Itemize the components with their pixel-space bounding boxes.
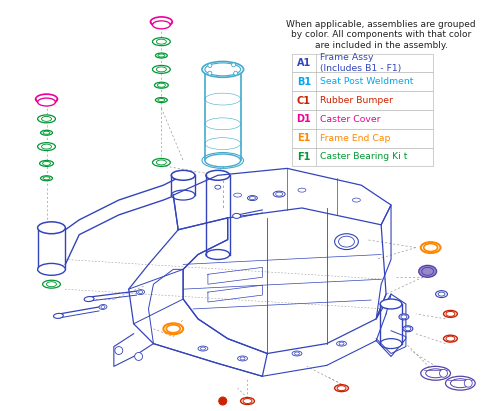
Text: When applicable, assemblies are grouped
by color. All components with that color: When applicable, assemblies are grouped … [286,20,476,50]
Ellipse shape [152,159,170,166]
Ellipse shape [38,143,56,150]
Text: Seat Post Weldment: Seat Post Weldment [320,77,413,86]
Ellipse shape [292,351,302,356]
Ellipse shape [420,242,440,253]
Ellipse shape [420,366,450,380]
Ellipse shape [380,339,402,349]
Ellipse shape [40,130,52,135]
Ellipse shape [334,385,348,392]
Ellipse shape [334,234,358,249]
Ellipse shape [336,341,346,346]
Ellipse shape [156,53,168,58]
Ellipse shape [403,326,413,332]
Ellipse shape [444,310,458,317]
Ellipse shape [248,196,258,201]
Ellipse shape [172,170,195,180]
Ellipse shape [150,17,172,27]
Text: Frame Assy
(Includes B1 - F1): Frame Assy (Includes B1 - F1) [320,53,401,73]
Text: B1: B1 [297,77,311,87]
Ellipse shape [273,191,285,197]
Ellipse shape [172,190,195,200]
Ellipse shape [380,299,402,309]
Ellipse shape [232,213,240,218]
Text: F1: F1 [297,152,310,162]
Ellipse shape [38,222,66,234]
Ellipse shape [152,21,170,29]
Text: A1: A1 [297,58,311,68]
Ellipse shape [40,176,52,181]
Ellipse shape [38,115,56,123]
Ellipse shape [205,154,240,167]
Ellipse shape [38,263,66,275]
Ellipse shape [446,376,475,390]
Ellipse shape [152,65,170,73]
Circle shape [234,71,237,75]
Ellipse shape [206,249,230,259]
Text: D1: D1 [296,114,312,125]
Ellipse shape [154,82,168,88]
Bar [292,129,432,148]
Ellipse shape [152,38,170,46]
Circle shape [232,63,235,67]
Bar [292,72,432,91]
Ellipse shape [238,356,248,361]
Circle shape [464,379,472,387]
Ellipse shape [240,397,254,404]
Circle shape [115,346,123,355]
Circle shape [134,353,142,360]
Ellipse shape [202,62,243,77]
Ellipse shape [444,335,458,342]
Text: Frame End Cap: Frame End Cap [320,134,390,143]
Ellipse shape [84,297,94,302]
Text: Caster Bearing Ki t: Caster Bearing Ki t [320,152,407,162]
Ellipse shape [36,94,58,104]
Text: Caster Cover: Caster Cover [320,115,380,124]
Circle shape [208,71,212,75]
Ellipse shape [136,290,144,295]
Bar [292,148,432,166]
Circle shape [440,369,448,377]
Ellipse shape [38,98,56,106]
Ellipse shape [419,266,436,277]
Bar [292,53,432,72]
Ellipse shape [40,160,54,166]
Circle shape [219,397,226,405]
Ellipse shape [156,97,168,102]
Circle shape [208,64,212,67]
Ellipse shape [198,346,208,351]
Bar [292,110,432,129]
Ellipse shape [206,170,230,180]
Bar [292,91,432,110]
Ellipse shape [54,313,64,319]
Ellipse shape [42,280,60,288]
Text: E1: E1 [297,133,310,143]
Ellipse shape [399,314,409,320]
Text: C1: C1 [297,96,311,106]
Ellipse shape [436,291,448,298]
Ellipse shape [99,305,107,309]
Ellipse shape [164,323,183,334]
Ellipse shape [422,268,434,275]
Text: Rubber Bumper: Rubber Bumper [320,96,392,105]
